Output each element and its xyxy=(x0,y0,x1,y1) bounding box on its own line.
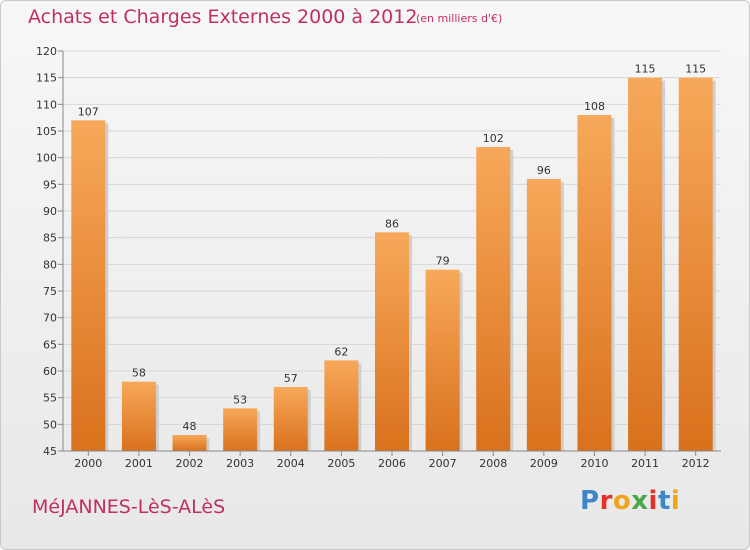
data-label: 53 xyxy=(233,393,247,406)
data-label: 115 xyxy=(635,63,656,76)
y-tick-label: 95 xyxy=(43,178,57,191)
data-label: 102 xyxy=(483,132,504,145)
y-tick-label: 80 xyxy=(43,258,57,271)
bar xyxy=(425,269,460,451)
place-name: MéJANNES-LèS-ALèS xyxy=(32,496,226,518)
y-tick-label: 85 xyxy=(43,232,57,245)
x-tick-label: 2001 xyxy=(125,457,153,470)
x-tick-label: 2003 xyxy=(226,457,254,470)
y-tick-label: 50 xyxy=(43,418,57,431)
data-label: 96 xyxy=(537,164,551,177)
data-label: 62 xyxy=(334,345,348,358)
bar xyxy=(324,360,359,451)
bar xyxy=(577,115,612,451)
bar xyxy=(678,77,713,452)
y-tick-label: 120 xyxy=(36,45,57,58)
x-tick-label: 2011 xyxy=(631,457,659,470)
y-tick-label: 105 xyxy=(36,125,57,138)
y-tick-label: 100 xyxy=(36,152,57,165)
y-tick-label: 110 xyxy=(36,98,57,111)
data-label: 86 xyxy=(385,217,399,230)
x-tick-label: 2010 xyxy=(580,457,608,470)
y-tick-label: 75 xyxy=(43,285,57,298)
y-tick-label: 65 xyxy=(43,338,57,351)
y-tick-label: 90 xyxy=(43,205,57,218)
bar xyxy=(526,179,561,451)
bar xyxy=(273,387,308,451)
data-label: 57 xyxy=(284,372,298,385)
data-label: 79 xyxy=(436,255,450,268)
data-label: 108 xyxy=(584,100,605,113)
data-label: 48 xyxy=(183,420,197,433)
x-tick-label: 2008 xyxy=(479,457,507,470)
x-tick-label: 2005 xyxy=(327,457,355,470)
bar xyxy=(628,77,663,452)
x-tick-label: 2006 xyxy=(378,457,406,470)
y-tick-label: 55 xyxy=(43,392,57,405)
bar xyxy=(476,147,511,451)
data-label: 107 xyxy=(78,105,99,118)
y-tick-label: 60 xyxy=(43,365,57,378)
y-tick-label: 115 xyxy=(36,72,57,85)
proxiti-logo: Proxiti xyxy=(580,486,681,516)
y-tick-label: 45 xyxy=(43,445,57,458)
bar xyxy=(71,120,106,451)
data-label: 115 xyxy=(685,63,706,76)
bar xyxy=(121,381,156,451)
y-tick-label: 70 xyxy=(43,312,57,325)
chart-unit-label: (en milliers d'€) xyxy=(416,12,503,25)
bar xyxy=(172,435,207,451)
x-tick-label: 2012 xyxy=(682,457,710,470)
data-label: 58 xyxy=(132,367,146,380)
bar xyxy=(375,232,409,451)
x-tick-label: 2007 xyxy=(429,457,457,470)
chart-title: Achats et Charges Externes 2000 à 2012 xyxy=(28,6,418,28)
x-tick-label: 2002 xyxy=(176,457,204,470)
x-tick-label: 2004 xyxy=(277,457,305,470)
x-tick-label: 2009 xyxy=(530,457,558,470)
bar xyxy=(223,408,258,451)
x-tick-label: 2000 xyxy=(74,457,102,470)
